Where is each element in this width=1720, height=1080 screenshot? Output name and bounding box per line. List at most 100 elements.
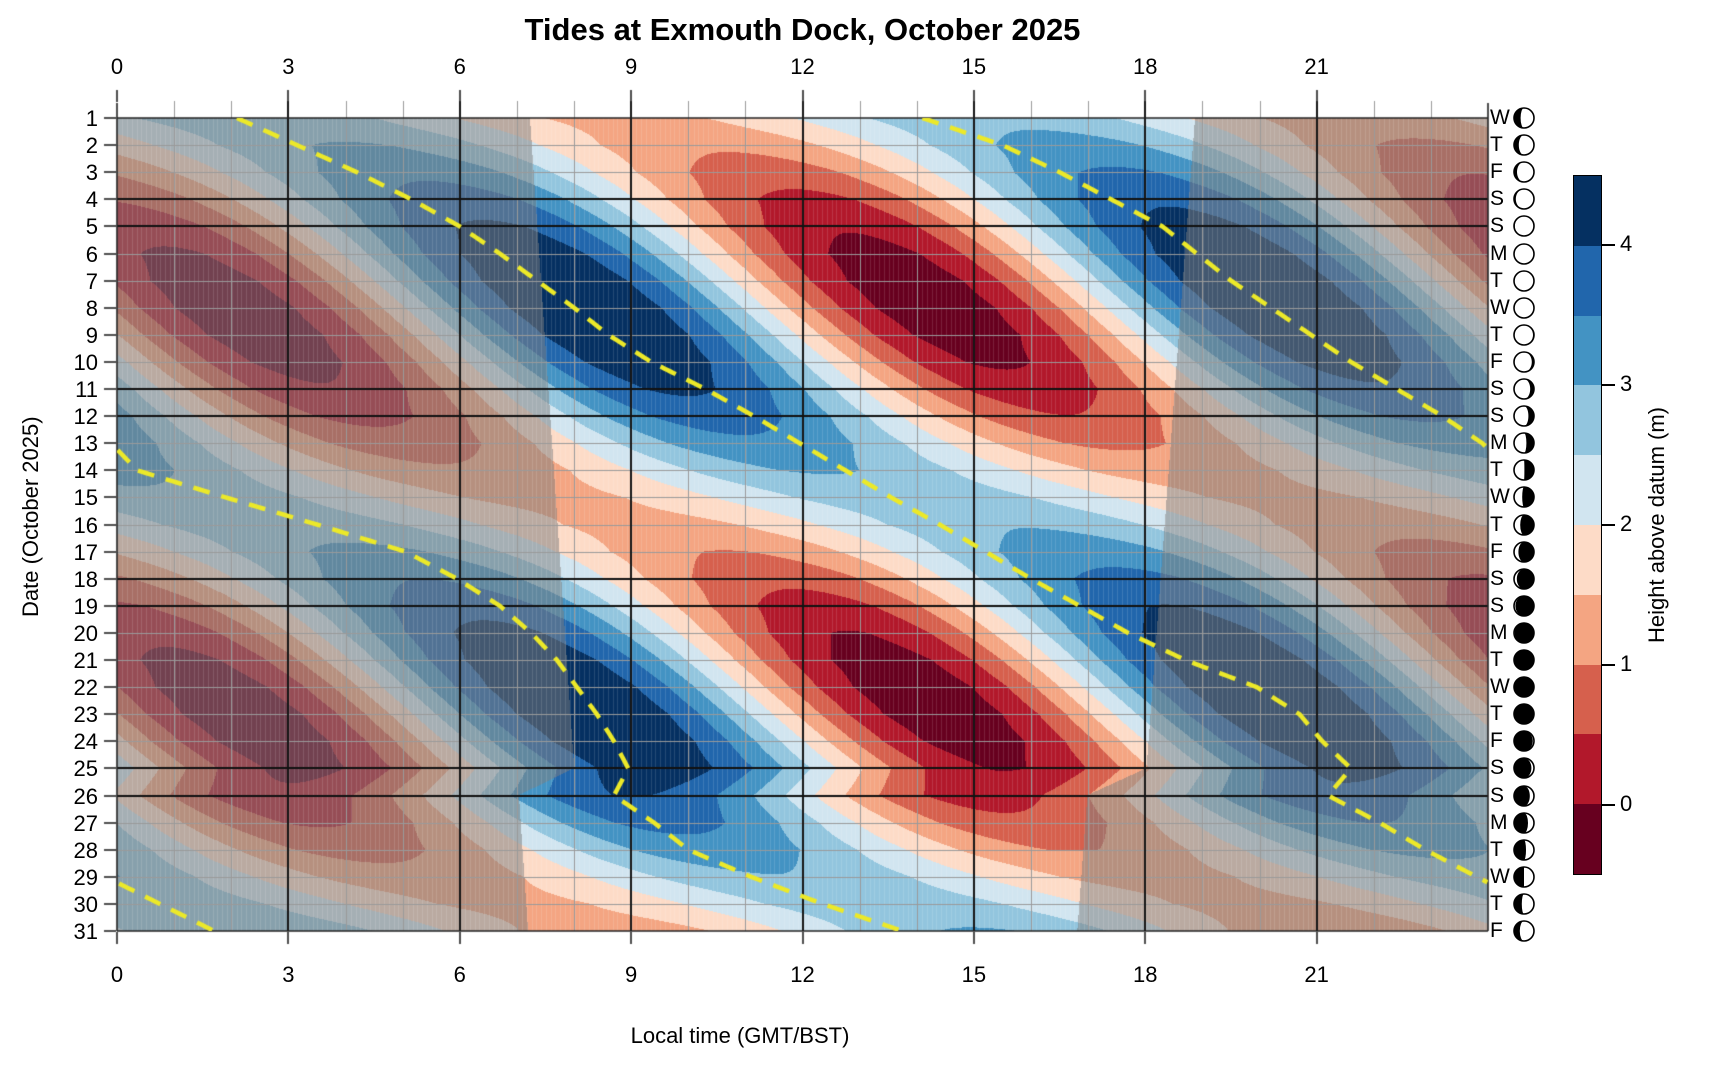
weekday-letter: S bbox=[1490, 756, 1505, 780]
colorbar-band bbox=[1574, 594, 1601, 665]
y-date-label: 24 bbox=[73, 729, 98, 755]
colorbar-band bbox=[1574, 245, 1601, 316]
weekday-letter: M bbox=[1490, 431, 1508, 455]
weekday-letter: T bbox=[1490, 133, 1503, 157]
weekday-letter: S bbox=[1490, 377, 1505, 400]
y-date-label: 8 bbox=[85, 295, 98, 321]
y-date-label: 3 bbox=[85, 160, 98, 186]
moon-phase-icon bbox=[1513, 594, 1535, 617]
colorbar-band bbox=[1574, 385, 1601, 456]
moon-phase-icon bbox=[1513, 432, 1535, 454]
colorbar-band bbox=[1574, 455, 1601, 525]
moon-phase-icon bbox=[1513, 323, 1535, 346]
colorbar-band bbox=[1574, 664, 1601, 735]
weekday-letter: F bbox=[1490, 160, 1503, 184]
colorbar bbox=[1573, 175, 1602, 875]
weekday-letter: T bbox=[1490, 322, 1503, 346]
x-tick-label-bottom: 21 bbox=[1304, 962, 1329, 987]
y-date-label: 21 bbox=[73, 648, 98, 673]
weekday-letter: F bbox=[1490, 919, 1503, 942]
colorbar-tick-mark bbox=[1602, 664, 1615, 666]
x-tick-label-top: 6 bbox=[453, 54, 466, 79]
y-date-label: 17 bbox=[73, 539, 98, 565]
moon-phase-icon bbox=[1513, 513, 1535, 536]
x-tick-label-top: 12 bbox=[790, 54, 815, 79]
y-date-label: 26 bbox=[73, 783, 98, 809]
x-tick-label-bottom: 15 bbox=[961, 962, 987, 987]
colorbar-band bbox=[1574, 315, 1601, 386]
weekday-letter: T bbox=[1490, 268, 1503, 292]
moon-phase-icon bbox=[1513, 107, 1535, 129]
y-date-label: 20 bbox=[73, 620, 98, 646]
moon-phase-icon bbox=[1513, 811, 1535, 834]
y-date-label: 25 bbox=[73, 756, 98, 782]
weekday-letter: M bbox=[1490, 810, 1508, 834]
colorbar-tick-mark bbox=[1602, 524, 1615, 526]
y-date-label: 13 bbox=[73, 431, 98, 457]
moon-phase-icon bbox=[1513, 540, 1535, 563]
weekday-letter: T bbox=[1490, 512, 1503, 536]
moon-phase-icon bbox=[1513, 622, 1535, 644]
y-date-label: 16 bbox=[73, 512, 98, 538]
x-tick-label-bottom: 6 bbox=[453, 962, 466, 987]
colorbar-tick-label: 0 bbox=[1620, 791, 1633, 816]
x-axis-label: Local time (GMT/BST) bbox=[630, 1023, 850, 1048]
x-tick-label-top: 9 bbox=[625, 54, 638, 79]
x-tick-label-top: 3 bbox=[282, 54, 295, 79]
weekday-letter: T bbox=[1490, 648, 1503, 671]
moon-phase-icon bbox=[1513, 730, 1535, 753]
x-tick-label-bottom: 0 bbox=[110, 962, 124, 987]
x-tick-label-top: 15 bbox=[961, 54, 987, 79]
weekday-letter: M bbox=[1490, 620, 1508, 644]
y-date-label: 27 bbox=[73, 810, 98, 836]
x-tick-label-bottom: 3 bbox=[282, 962, 295, 987]
moon-phase-icon bbox=[1513, 757, 1535, 780]
y-date-label: 18 bbox=[73, 566, 98, 592]
moon-phase-icon bbox=[1513, 865, 1535, 888]
colorbar-tick-mark bbox=[1602, 384, 1615, 386]
moon-phase-icon bbox=[1513, 703, 1535, 725]
y-date-label: 10 bbox=[73, 349, 98, 375]
y-date-label: 31 bbox=[73, 919, 98, 944]
colorbar-band bbox=[1574, 176, 1601, 246]
weekday-letter: W bbox=[1490, 485, 1510, 509]
moon-phase-icon bbox=[1513, 269, 1535, 292]
x-tick-label-bottom: 18 bbox=[1133, 962, 1158, 987]
moon-phase-icon bbox=[1513, 893, 1535, 915]
weekday-letter: T bbox=[1490, 891, 1503, 915]
weekday-letter: S bbox=[1490, 593, 1505, 617]
moon-phase-icon bbox=[1513, 405, 1535, 427]
weekday-letter: S bbox=[1490, 566, 1505, 590]
weekday-letter: F bbox=[1490, 349, 1503, 373]
weekday-letter: S bbox=[1490, 783, 1505, 807]
weekday-letter: W bbox=[1490, 675, 1510, 699]
y-date-label: 29 bbox=[73, 864, 98, 890]
chart-title: Tides at Exmouth Dock, October 2025 bbox=[524, 12, 1081, 47]
moon-phase-icon bbox=[1513, 838, 1535, 861]
y-date-label: 4 bbox=[85, 187, 98, 213]
moon-phase-icon bbox=[1513, 242, 1535, 265]
weekday-letter: T bbox=[1490, 458, 1503, 482]
moon-phase-icon bbox=[1513, 296, 1535, 319]
moon-phase-icon bbox=[1513, 486, 1535, 509]
y-date-label: 12 bbox=[73, 404, 98, 430]
weekday-letter: T bbox=[1490, 837, 1503, 861]
weekday-letter: T bbox=[1490, 702, 1503, 726]
x-tick-label-bottom: 9 bbox=[625, 962, 638, 987]
weekday-letter: W bbox=[1490, 106, 1510, 129]
colorbar-tick-label: 2 bbox=[1620, 511, 1633, 536]
weekday-letter: W bbox=[1490, 295, 1510, 319]
y-date-label: 22 bbox=[73, 675, 98, 701]
y-date-label: 15 bbox=[73, 485, 98, 511]
moon-phase-icon bbox=[1513, 161, 1535, 183]
weekday-letter: F bbox=[1490, 729, 1503, 753]
moon-phase-icon bbox=[1513, 920, 1535, 942]
y-date-label: 30 bbox=[73, 891, 98, 917]
colorbar-band bbox=[1574, 524, 1601, 595]
colorbar-band bbox=[1574, 734, 1601, 805]
moon-phase-icon bbox=[1513, 378, 1535, 400]
weekday-letter: S bbox=[1490, 404, 1505, 428]
y-date-label: 11 bbox=[75, 377, 98, 402]
